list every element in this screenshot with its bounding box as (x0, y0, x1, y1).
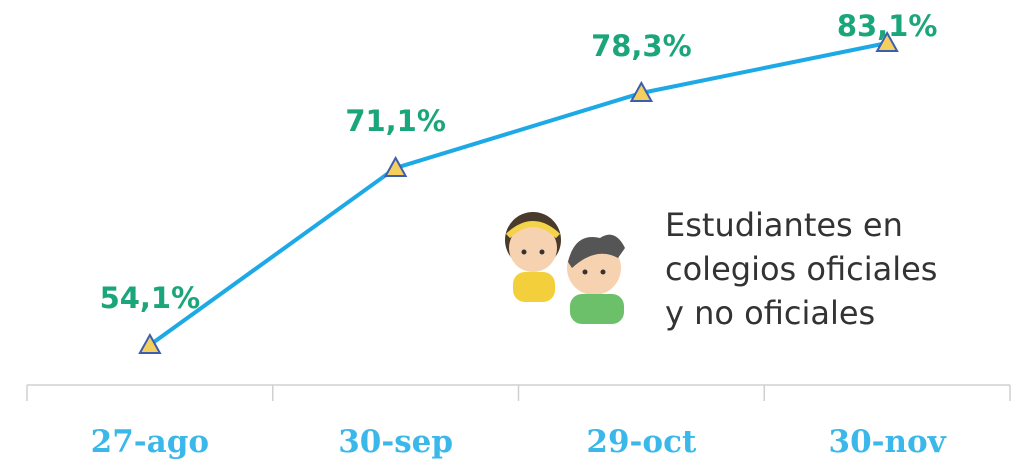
marker (383, 155, 408, 177)
value-label: 71,1% (345, 104, 446, 138)
x-tick-label: 29-oct (586, 424, 697, 460)
value-label: 54,1% (100, 281, 201, 315)
annotation: Estudiantes en (665, 206, 903, 244)
marker (138, 332, 162, 354)
value-label: 78,3% (591, 29, 692, 63)
x-tick-label: 30-nov (829, 424, 947, 460)
annotation: colegios oficiales (665, 250, 937, 288)
value-label: 83,1% (837, 9, 938, 43)
marker (629, 80, 654, 102)
marker (875, 30, 899, 52)
annotation: y no oficiales (665, 294, 875, 332)
students-icon (505, 212, 625, 324)
x-tick-label: 27-ago (91, 424, 209, 460)
x-tick-label: 30-sep (338, 424, 453, 460)
line (148, 41, 888, 347)
